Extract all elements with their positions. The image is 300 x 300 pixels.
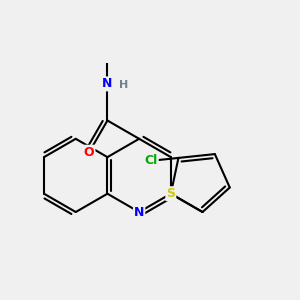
Text: N: N: [134, 206, 144, 218]
Text: Cl: Cl: [145, 154, 158, 167]
Text: H: H: [119, 80, 129, 90]
Text: S: S: [166, 187, 175, 200]
Text: O: O: [84, 146, 94, 159]
Text: N: N: [102, 77, 112, 90]
